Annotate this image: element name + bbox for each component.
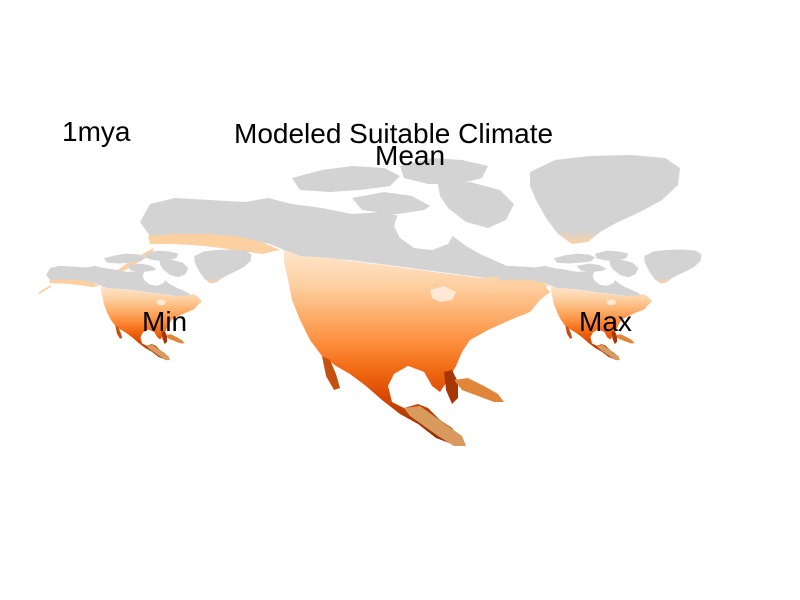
panel-label-min: Min	[142, 306, 188, 337]
panel-label-max: Max	[579, 306, 632, 337]
figure-title: Modeled Suitable Climate	[234, 118, 554, 149]
min-map	[37, 249, 252, 361]
panel-label-mean: Mean	[375, 140, 446, 171]
time-period-label: 1mya	[62, 116, 131, 147]
